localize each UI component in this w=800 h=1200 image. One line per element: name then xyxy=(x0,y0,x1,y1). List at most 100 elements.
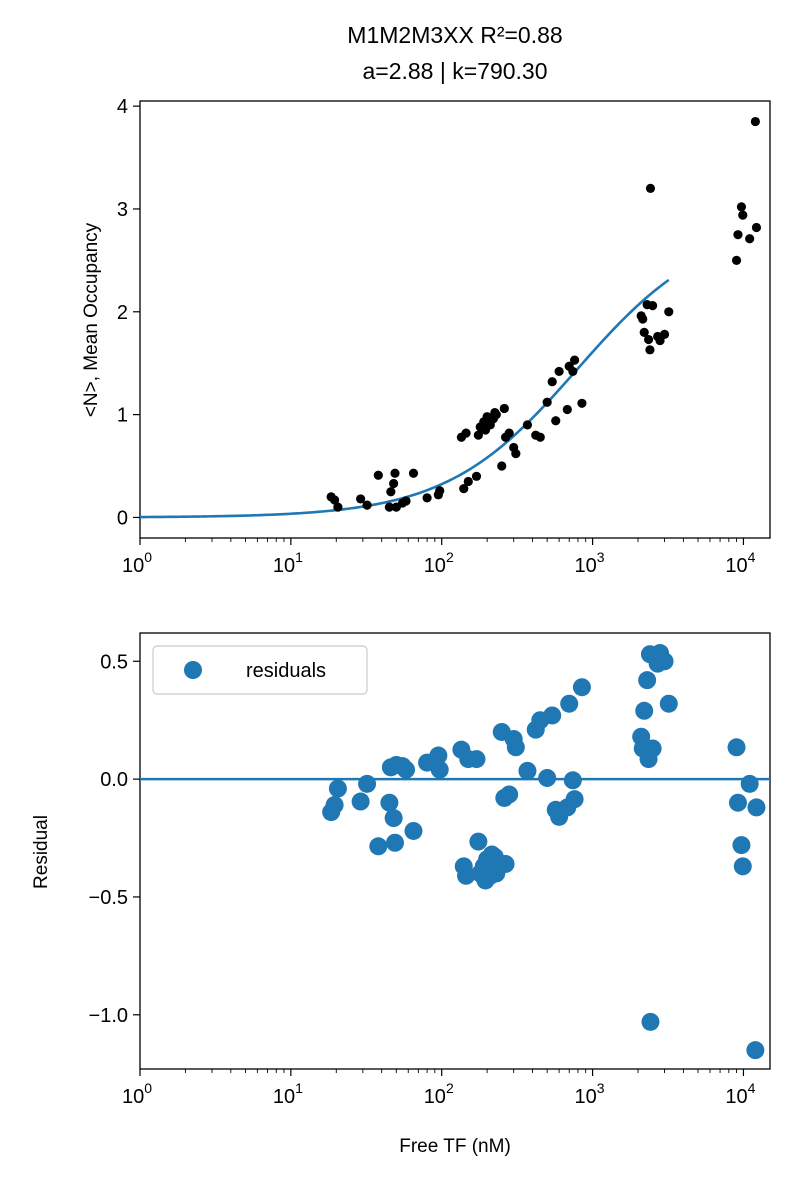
residual-point xyxy=(404,821,423,840)
data-point xyxy=(535,432,545,442)
occupancy-panel: 100 101 102 103 104 0 1 2 3 4 xyxy=(117,96,771,577)
data-point xyxy=(750,116,760,127)
data-point xyxy=(497,461,507,471)
x-tick-label: 104 xyxy=(725,549,755,577)
data-point xyxy=(551,416,561,426)
residual-point xyxy=(351,792,370,811)
data-point xyxy=(389,478,399,489)
y-tick-label: 0.0 xyxy=(100,769,128,791)
residual-point xyxy=(328,779,347,798)
data-point xyxy=(461,428,471,438)
residual-point xyxy=(641,1012,660,1031)
residual-point xyxy=(643,739,662,758)
data-point xyxy=(738,210,748,220)
data-point xyxy=(511,449,521,459)
data-point xyxy=(499,403,509,414)
residual-point xyxy=(429,746,448,765)
data-point xyxy=(491,410,501,420)
data-point xyxy=(568,366,578,377)
legend-marker xyxy=(184,661,202,679)
residual-point xyxy=(538,768,557,787)
x-tick-label: 104 xyxy=(725,1080,755,1108)
residual-point xyxy=(369,837,388,856)
residual-point xyxy=(467,750,486,769)
residual-point xyxy=(397,760,416,779)
x-tick-label: 103 xyxy=(575,549,605,577)
residual-point xyxy=(728,793,747,812)
data-point xyxy=(645,345,655,355)
residual-point xyxy=(572,678,591,697)
data-point xyxy=(471,471,482,481)
data-point xyxy=(731,255,742,265)
y-tick-label: −1.0 xyxy=(89,1005,128,1027)
y-tick-label: 4 xyxy=(117,96,128,118)
x-tick-label: 100 xyxy=(122,1080,152,1108)
legend: residuals xyxy=(152,645,368,695)
data-point xyxy=(648,301,658,311)
residual-point xyxy=(655,652,674,671)
data-point xyxy=(554,366,564,377)
chart-title: M1M2M3XX R²=0.88 xyxy=(347,22,563,48)
chart-subtitle: a=2.88 | k=790.30 xyxy=(362,58,548,84)
residual-point xyxy=(635,701,654,720)
data-point xyxy=(384,502,394,512)
data-point xyxy=(401,496,411,506)
data-point xyxy=(562,404,572,415)
data-point xyxy=(356,494,366,504)
x-tick-label: 102 xyxy=(424,549,454,577)
residual-point xyxy=(638,671,657,690)
data-point xyxy=(745,234,755,244)
residual-point xyxy=(500,785,519,804)
plot-frame xyxy=(139,100,771,539)
residual-point xyxy=(747,798,766,817)
data-point xyxy=(638,314,648,324)
data-point xyxy=(504,428,514,438)
data-point xyxy=(645,183,656,193)
data-point xyxy=(473,430,483,440)
data-point xyxy=(570,355,580,365)
residual-point xyxy=(732,836,751,855)
residual-point xyxy=(380,793,399,812)
data-point xyxy=(422,493,432,503)
plot-frame xyxy=(139,632,771,1070)
x-tick-label: 101 xyxy=(273,549,303,577)
data-point xyxy=(408,468,419,478)
residual-point xyxy=(560,694,579,713)
data-point xyxy=(577,398,587,408)
residual-point xyxy=(430,760,449,779)
data-point xyxy=(664,307,674,317)
residual-point xyxy=(325,796,344,815)
legend-label: residuals xyxy=(246,660,326,682)
residual-point xyxy=(543,706,562,725)
data-point xyxy=(659,329,670,340)
data-point xyxy=(330,495,340,505)
data-point xyxy=(522,420,533,430)
residual-point xyxy=(384,809,403,828)
residual-point xyxy=(385,833,404,852)
residual-panel: 100 101 102 103 104 0.5 0.0 −0.5 −1.0 residuals xyxy=(89,632,771,1108)
residual-point xyxy=(518,761,537,780)
x-tick-label: 103 xyxy=(575,1080,605,1108)
residual-point xyxy=(733,857,752,876)
y-tick-label: 0.5 xyxy=(100,651,128,673)
data-point xyxy=(435,486,445,496)
data-point xyxy=(639,327,649,337)
residual-point xyxy=(469,832,488,851)
data-point xyxy=(386,487,396,497)
y-tick-label: 1 xyxy=(117,405,128,427)
residual-point xyxy=(506,738,525,757)
residual-point xyxy=(746,1041,765,1060)
y-tick-label: −0.5 xyxy=(89,887,128,909)
data-point xyxy=(463,476,473,487)
residual-point xyxy=(457,866,476,885)
residual-point xyxy=(659,694,678,713)
data-point xyxy=(736,202,747,212)
data-point xyxy=(542,397,552,407)
bottom-x-axis-label: Free TF (nM) xyxy=(399,1136,511,1157)
data-point xyxy=(751,222,762,233)
residual-point xyxy=(740,774,759,793)
residual-point xyxy=(565,790,584,809)
data-point xyxy=(643,334,654,345)
x-tick-label: 101 xyxy=(273,1080,303,1108)
